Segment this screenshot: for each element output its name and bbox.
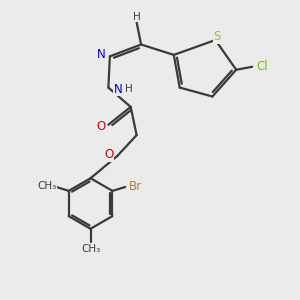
Text: O: O [96, 120, 106, 133]
Text: O: O [104, 148, 114, 161]
Text: N: N [97, 48, 106, 62]
Text: H: H [125, 84, 133, 94]
Text: N: N [113, 82, 122, 96]
Text: CH₃: CH₃ [81, 244, 100, 254]
Text: S: S [213, 30, 220, 43]
Text: H: H [133, 12, 140, 22]
Text: Br: Br [129, 180, 142, 193]
Text: CH₃: CH₃ [38, 182, 57, 191]
Text: Cl: Cl [256, 60, 268, 73]
